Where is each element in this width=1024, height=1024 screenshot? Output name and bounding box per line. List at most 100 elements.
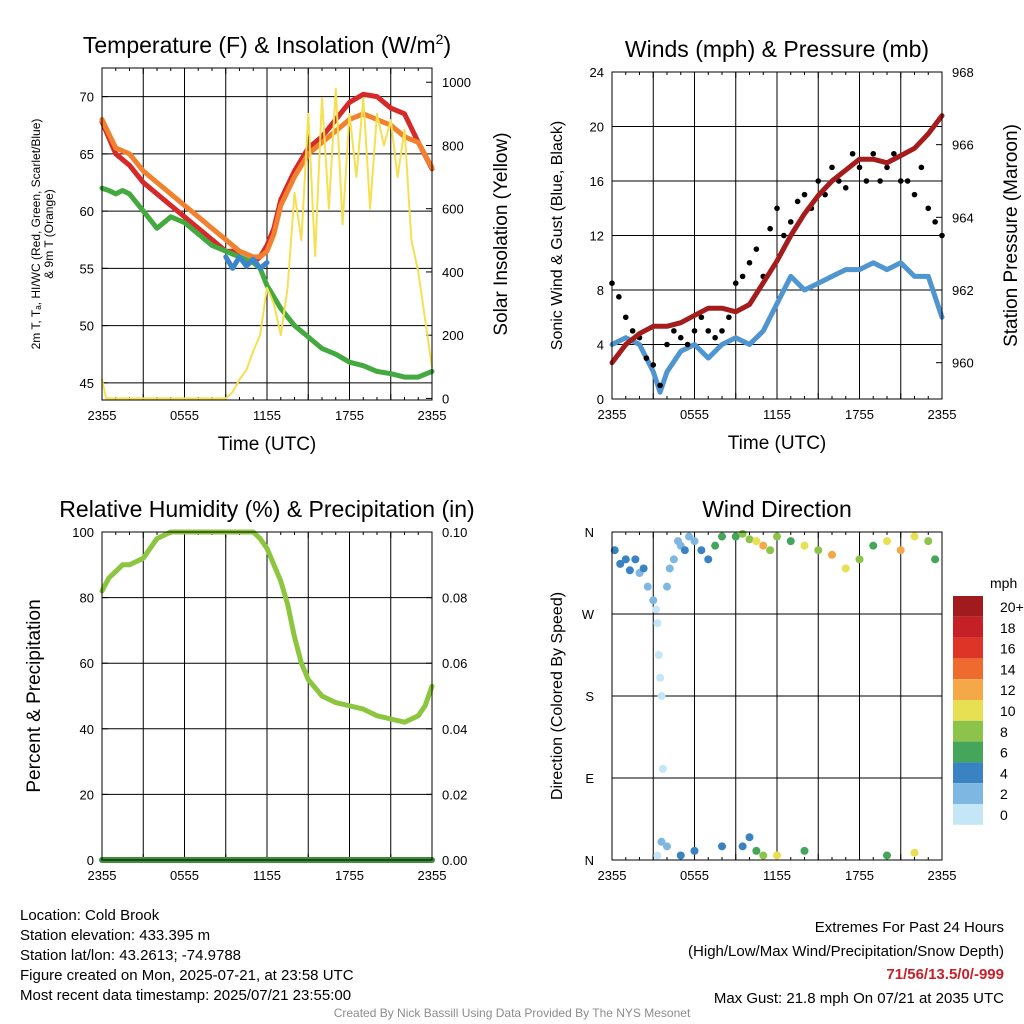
y-axis-label: Direction (Colored By Speed) (549, 592, 566, 800)
x-tick-label: 1155 (253, 408, 281, 423)
data-point (910, 848, 919, 857)
chart-panel-4: 2355 0555 1155 1755 2355 Wind Direction N E S W N D… (549, 496, 1024, 883)
extremes-values: 71/56/13.5/0/-999 (886, 966, 1004, 983)
data-point (650, 362, 657, 368)
station-elevation: Station elevation: 433.395 m (20, 927, 211, 944)
y2-tick-label: 1000 (442, 75, 471, 90)
data-point (855, 555, 864, 564)
y-axis-label: Percent & Precipitation (24, 599, 45, 792)
data-point (718, 842, 726, 851)
legend-label: 2 (1000, 786, 1008, 802)
data-point (690, 537, 699, 546)
data-point (766, 546, 775, 555)
data-point (664, 341, 670, 348)
data-point (676, 851, 685, 860)
x-tick-label: 0555 (170, 868, 199, 883)
station-latlon: Station lat/lon: 43.2613; -74.9788 (20, 947, 242, 964)
data-point (883, 851, 891, 860)
plot-frame (611, 531, 943, 861)
credit-line: Created By Nick Bassill Using Data Provi… (333, 1006, 691, 1020)
data-point (863, 178, 870, 184)
y-tick-label: 4 (597, 338, 604, 353)
data-point (896, 546, 905, 555)
y-tick-label: 65 (80, 147, 94, 162)
series-line (99, 529, 435, 725)
y-tick-label: 0 (87, 853, 94, 868)
legend-label: 18 (1000, 620, 1016, 636)
y-tick-label: 55 (80, 261, 94, 276)
y2-tick-label: 600 (442, 202, 464, 217)
data-point (870, 150, 877, 157)
data-point (773, 851, 781, 860)
y2-tick-label: 962 (952, 283, 974, 298)
x-tick-label: 1755 (845, 407, 874, 422)
data-point (669, 555, 678, 564)
data-point (856, 164, 863, 171)
series-line (99, 111, 435, 260)
x-tick-label: 1155 (763, 407, 791, 422)
y-tick-label: 40 (80, 722, 94, 737)
y-tick-label: 70 (80, 90, 94, 105)
x-tick-label: 2355 (598, 407, 627, 422)
y-tick-label: 45 (80, 376, 94, 391)
legend-swatch (953, 720, 983, 742)
x-axis-label: Time (UTC) (728, 433, 827, 454)
y-tick-label: 60 (80, 204, 94, 219)
data-point (752, 537, 761, 546)
series-line (101, 87, 433, 400)
data-point (918, 164, 925, 171)
data-point (652, 605, 660, 614)
data-point (705, 328, 712, 334)
data-point (625, 566, 634, 575)
data-point (654, 651, 663, 659)
data-point (814, 546, 823, 555)
legend-swatch (953, 616, 983, 638)
legend-label: 20+ (1000, 599, 1024, 615)
x-tick-label: 0555 (680, 868, 709, 883)
y-tick-label: S (585, 689, 594, 704)
y2-tick-label: 400 (442, 265, 464, 280)
y2-tick-label: 800 (442, 138, 464, 153)
data-point (759, 851, 768, 860)
y-tick-label: 16 (590, 174, 604, 189)
data-point (616, 559, 625, 568)
x-tick-label: 2355 (928, 868, 957, 883)
legend-swatch (953, 762, 983, 784)
y2-tick-label: 0.04 (442, 722, 467, 737)
data-point (773, 532, 781, 541)
station-info: Location: Cold Brook Station elevation: … (20, 906, 354, 1006)
y2-axis-label: Solar Insolation (Yellow) (491, 132, 512, 335)
data-point (829, 164, 835, 171)
y2-tick-label: 964 (952, 210, 974, 225)
y2-tick-label: 966 (952, 138, 974, 153)
data-point (911, 191, 918, 198)
data-point (629, 328, 636, 334)
series-line (223, 254, 270, 271)
y-tick-label: 24 (590, 65, 604, 80)
legend-label: 4 (1000, 765, 1008, 781)
data-point (719, 328, 725, 334)
y-tick-label: 80 (80, 591, 94, 606)
data-point (732, 280, 739, 286)
x-tick-label: 1155 (253, 868, 281, 883)
data-point (665, 564, 674, 573)
data-point (910, 532, 919, 541)
plot-frame (101, 531, 433, 861)
data-point (671, 328, 677, 334)
y-tick-label: 12 (590, 229, 604, 244)
y-tick-label: N (585, 853, 594, 868)
y-tick-label: 20 (80, 787, 94, 802)
station-location: Location: Cold Brook (20, 907, 160, 924)
y-tick-label: 100 (72, 525, 94, 540)
y-axis-label: 2m T, Tₐ, HI/WC (Red, Green, Scarlet/Blu… (29, 119, 43, 350)
data-point (685, 532, 693, 541)
plot-frame (611, 71, 943, 400)
data-point (643, 355, 650, 361)
data-point (752, 846, 761, 855)
y-tick-label: 0 (597, 392, 604, 407)
y-tick-label: 8 (597, 283, 604, 298)
y2-tick-label: 0.08 (442, 591, 467, 606)
y-tick-label: E (585, 771, 594, 786)
data-point (653, 851, 662, 860)
